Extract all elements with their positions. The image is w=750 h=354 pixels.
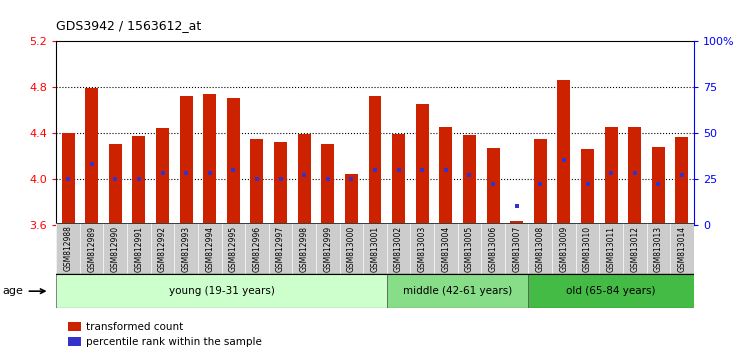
Bar xyxy=(440,127,452,225)
Bar xyxy=(226,98,240,225)
Bar xyxy=(463,135,476,225)
Bar xyxy=(676,137,688,225)
Text: GSM813014: GSM813014 xyxy=(677,225,686,272)
Bar xyxy=(529,274,694,308)
Text: GSM813004: GSM813004 xyxy=(441,225,450,272)
Text: GSM812991: GSM812991 xyxy=(134,225,143,272)
Bar xyxy=(298,134,310,225)
Text: GSM812989: GSM812989 xyxy=(87,225,96,272)
Text: GSM812999: GSM812999 xyxy=(323,225,332,272)
Text: old (65-84 years): old (65-84 years) xyxy=(566,286,656,296)
Text: GSM813002: GSM813002 xyxy=(394,225,403,272)
Bar xyxy=(62,133,74,225)
Text: young (19-31 years): young (19-31 years) xyxy=(169,286,274,296)
Text: GSM813013: GSM813013 xyxy=(654,225,663,272)
Text: GSM812988: GSM812988 xyxy=(64,225,73,272)
Text: GSM812995: GSM812995 xyxy=(229,225,238,272)
Text: GSM813011: GSM813011 xyxy=(607,225,616,272)
Text: GSM813003: GSM813003 xyxy=(418,225,427,272)
Bar xyxy=(133,136,146,225)
Bar xyxy=(109,144,122,225)
Bar xyxy=(604,127,617,225)
Text: GSM813008: GSM813008 xyxy=(536,225,544,272)
Text: GSM813006: GSM813006 xyxy=(488,225,497,272)
Text: GSM812996: GSM812996 xyxy=(253,225,262,272)
Bar xyxy=(581,149,594,225)
Bar xyxy=(628,127,641,225)
Text: GSM812997: GSM812997 xyxy=(276,225,285,272)
Text: age: age xyxy=(3,286,45,296)
Bar xyxy=(368,96,382,225)
Text: GSM813005: GSM813005 xyxy=(465,225,474,272)
Text: GSM813012: GSM813012 xyxy=(630,225,639,272)
Text: GSM813009: GSM813009 xyxy=(560,225,568,272)
Text: GSM813000: GSM813000 xyxy=(347,225,356,272)
Bar xyxy=(321,144,334,225)
Text: GSM812998: GSM812998 xyxy=(300,225,309,272)
Bar xyxy=(487,148,500,225)
Text: GSM813007: GSM813007 xyxy=(512,225,521,272)
Bar xyxy=(387,274,529,308)
Bar xyxy=(251,138,263,225)
Text: GSM812993: GSM812993 xyxy=(182,225,190,272)
Bar xyxy=(86,88,98,225)
Text: GSM812990: GSM812990 xyxy=(111,225,120,272)
Bar xyxy=(345,174,358,225)
Bar xyxy=(510,221,524,225)
Bar xyxy=(652,147,664,225)
Text: transformed count: transformed count xyxy=(86,322,184,332)
Bar xyxy=(56,274,387,308)
Bar xyxy=(416,104,429,225)
Text: GSM813010: GSM813010 xyxy=(583,225,592,272)
Text: percentile rank within the sample: percentile rank within the sample xyxy=(86,337,262,347)
Bar xyxy=(392,134,405,225)
Bar xyxy=(203,93,216,225)
Bar xyxy=(156,128,169,225)
Text: GSM812994: GSM812994 xyxy=(206,225,214,272)
Bar xyxy=(274,142,287,225)
Text: GSM812992: GSM812992 xyxy=(158,225,167,272)
Text: middle (42-61 years): middle (42-61 years) xyxy=(403,286,512,296)
Bar xyxy=(534,138,547,225)
Text: GSM813001: GSM813001 xyxy=(370,225,380,272)
Bar xyxy=(179,96,193,225)
Text: GDS3942 / 1563612_at: GDS3942 / 1563612_at xyxy=(56,19,202,32)
Bar xyxy=(557,80,571,225)
